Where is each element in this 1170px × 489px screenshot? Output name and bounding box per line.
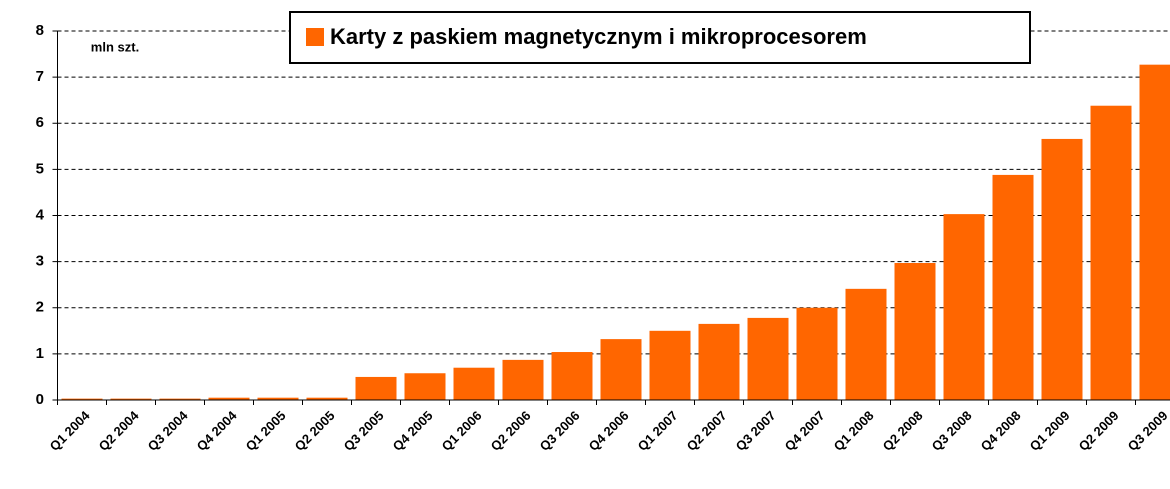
x-tick-label: Q3 2004 bbox=[145, 407, 191, 453]
x-tick-label: Q4 2008 bbox=[978, 408, 1024, 454]
bar bbox=[502, 359, 544, 400]
bar bbox=[1090, 105, 1132, 400]
bar bbox=[1139, 64, 1170, 400]
x-tick-label: Q1 2004 bbox=[47, 407, 93, 453]
x-tick-label: Q3 2006 bbox=[537, 408, 583, 454]
x-tick-label: Q2 2008 bbox=[880, 408, 926, 454]
bar bbox=[698, 323, 740, 400]
legend-box bbox=[289, 11, 1031, 64]
bar bbox=[306, 397, 348, 400]
bar bbox=[257, 397, 299, 400]
bar bbox=[796, 307, 838, 400]
x-tick-label: Q2 2004 bbox=[96, 407, 142, 453]
y-tick-label: 7 bbox=[36, 68, 44, 85]
bar bbox=[649, 330, 691, 400]
x-tick-label: Q1 2007 bbox=[635, 408, 681, 454]
bar bbox=[845, 288, 887, 400]
bar bbox=[159, 398, 201, 400]
legend-swatch bbox=[306, 28, 324, 46]
x-tick-label: Q3 2005 bbox=[341, 408, 387, 454]
x-tick-label: Q4 2006 bbox=[586, 408, 632, 454]
y-tick-label: 3 bbox=[36, 253, 44, 270]
x-tick-label: Q1 2008 bbox=[831, 408, 877, 454]
x-tick-label: Q4 2007 bbox=[782, 408, 828, 454]
bar bbox=[404, 373, 446, 400]
x-tick-label: Q4 2004 bbox=[194, 407, 240, 453]
bar bbox=[1041, 138, 1083, 400]
x-tick-label: Q2 2005 bbox=[292, 408, 338, 454]
x-tick-label: Q2 2007 bbox=[684, 408, 730, 454]
bar bbox=[600, 339, 642, 400]
x-tick-label: Q3 2007 bbox=[733, 408, 779, 454]
legend: Karty z paskiem magnetycznym i mikroproc… bbox=[289, 11, 1031, 64]
x-tick-label: Q2 2006 bbox=[488, 408, 534, 454]
y-tick-label: 1 bbox=[36, 345, 44, 362]
x-tick-label: Q3 2009 bbox=[1125, 408, 1170, 454]
bar bbox=[747, 317, 789, 400]
y-tick-label: 5 bbox=[36, 160, 44, 177]
bar bbox=[453, 367, 495, 400]
x-tick-label: Q1 2006 bbox=[439, 408, 485, 454]
y-tick-label: 4 bbox=[36, 206, 45, 223]
x-tick-label: Q1 2005 bbox=[243, 408, 289, 454]
bar bbox=[943, 214, 985, 400]
x-tick-label: Q4 2005 bbox=[390, 408, 436, 454]
bar bbox=[551, 352, 593, 400]
bar bbox=[208, 397, 250, 400]
x-tick-label: Q3 2008 bbox=[929, 408, 975, 454]
x-tick-label: Q2 2009 bbox=[1076, 408, 1122, 454]
y-tick-label: 2 bbox=[36, 299, 44, 316]
x-tick-label: Q1 2009 bbox=[1027, 408, 1073, 454]
y-tick-label: 6 bbox=[36, 114, 44, 131]
bar bbox=[355, 376, 397, 400]
legend-label: Karty z paskiem magnetycznym i mikroproc… bbox=[330, 24, 867, 49]
bar bbox=[992, 174, 1034, 400]
bar bbox=[61, 398, 103, 400]
unit-label: mln szt. bbox=[91, 39, 139, 54]
y-tick-label: 0 bbox=[36, 391, 44, 408]
bar bbox=[894, 263, 936, 400]
bar bbox=[110, 398, 152, 400]
y-tick-label: 8 bbox=[36, 22, 44, 39]
